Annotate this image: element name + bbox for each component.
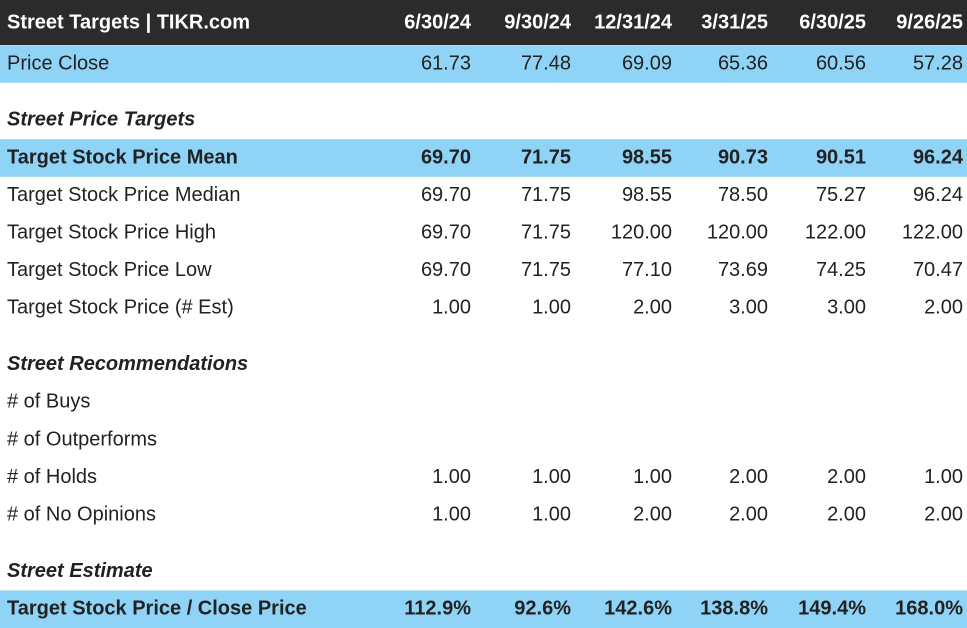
cell-value: 3.00 [729, 297, 768, 319]
cell-value: 120.00 [707, 221, 768, 243]
cell-value: 57.28 [913, 52, 963, 74]
row-label: Price Close [7, 52, 109, 74]
cell-value: 96.24 [913, 146, 964, 168]
column-header: 9/30/24 [504, 11, 572, 33]
cell-value: 71.75 [521, 146, 571, 168]
cell-value: 1.00 [924, 466, 963, 488]
table-title: Street Targets | TIKR.com [7, 11, 250, 33]
cell-value: 112.9% [404, 597, 471, 619]
header-band [0, 0, 967, 45]
cell-value: 3.00 [827, 297, 866, 319]
cell-value: 2.00 [827, 503, 866, 525]
cell-value: 138.8% [700, 597, 768, 619]
cell-value: 69.70 [421, 221, 471, 243]
cell-value: 90.51 [816, 146, 866, 168]
cell-value: 2.00 [827, 466, 866, 488]
cell-value: 78.50 [718, 184, 768, 206]
section-title: Street Price Targets [7, 109, 195, 131]
cell-value: 96.24 [913, 184, 963, 206]
cell-value: 2.00 [729, 503, 768, 525]
row-highlight [0, 45, 967, 83]
cell-value: 1.00 [432, 503, 471, 525]
row-label: # of Outperforms [7, 428, 157, 450]
cell-value: 90.73 [718, 146, 768, 168]
row-highlight [0, 590, 967, 628]
cell-value: 69.70 [421, 259, 471, 281]
cell-value: 92.6% [514, 597, 571, 619]
cell-value: 71.75 [521, 221, 571, 243]
cell-value: 2.00 [924, 503, 963, 525]
row-label: Target Stock Price Mean [7, 146, 238, 168]
cell-value: 1.00 [432, 466, 471, 488]
cell-value: 2.00 [633, 503, 672, 525]
cell-value: 122.00 [805, 221, 866, 243]
cell-value: 1.00 [432, 297, 471, 319]
section-title: Street Estimate [7, 560, 153, 582]
column-header: 6/30/24 [404, 11, 472, 33]
row-label: Target Stock Price High [7, 221, 216, 243]
cell-value: 60.56 [816, 52, 866, 74]
column-header: 3/31/25 [701, 11, 768, 33]
cell-value: 142.6% [604, 597, 672, 619]
cell-value: 73.69 [718, 259, 768, 281]
cell-value: 2.00 [924, 297, 963, 319]
cell-value: 69.70 [421, 146, 471, 168]
cell-value: 98.55 [622, 146, 672, 168]
column-header: 6/30/25 [799, 11, 866, 33]
column-header: 9/26/25 [896, 11, 963, 33]
row-label: # of No Opinions [7, 503, 156, 525]
cell-value: 71.75 [521, 259, 571, 281]
cell-value: 77.10 [622, 259, 672, 281]
cell-value: 1.00 [532, 503, 571, 525]
cell-value: 1.00 [532, 466, 571, 488]
cell-value: 65.36 [718, 52, 768, 74]
cell-value: 168.0% [895, 597, 963, 619]
section-title: Street Recommendations [7, 353, 248, 375]
row-label: Target Stock Price (# Est) [7, 297, 234, 319]
cell-value: 69.09 [622, 52, 672, 74]
cell-value: 2.00 [729, 466, 768, 488]
cell-value: 149.4% [798, 597, 866, 619]
cell-value: 120.00 [611, 221, 672, 243]
cell-value: 77.48 [521, 52, 571, 74]
cell-value: 70.47 [913, 259, 963, 281]
cell-value: 122.00 [902, 221, 963, 243]
column-header: 12/31/24 [594, 11, 673, 33]
cell-value: 69.70 [421, 184, 471, 206]
row-label: # of Buys [7, 391, 90, 413]
row-label: # of Holds [7, 466, 97, 488]
cell-value: 74.25 [816, 259, 866, 281]
cell-value: 61.73 [421, 52, 471, 74]
cell-value: 2.00 [633, 297, 672, 319]
cell-value: 1.00 [532, 297, 571, 319]
cell-value: 75.27 [816, 184, 866, 206]
row-highlight [0, 139, 967, 177]
row-label: Target Stock Price / Close Price [7, 597, 307, 619]
row-label: Target Stock Price Low [7, 259, 212, 281]
cell-value: 1.00 [633, 466, 672, 488]
row-label: Target Stock Price Median [7, 184, 240, 206]
cell-value: 98.55 [622, 184, 672, 206]
cell-value: 71.75 [521, 184, 571, 206]
